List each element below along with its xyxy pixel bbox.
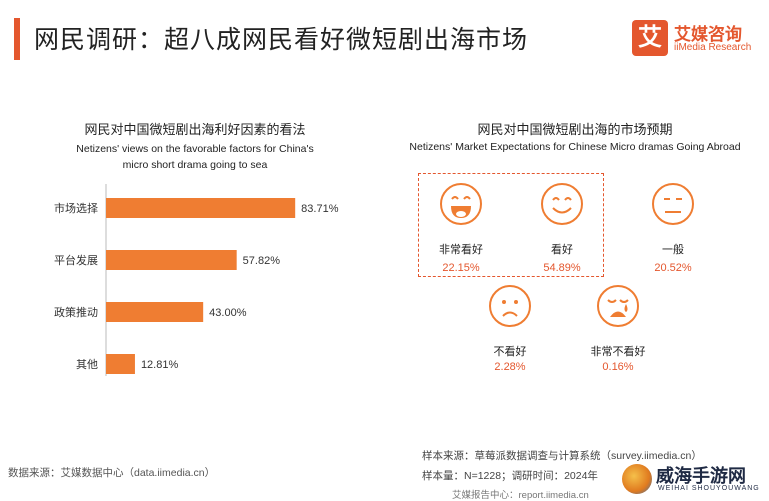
expectation-value: 0.16% (602, 361, 634, 373)
bar-chart-subtitle-line1: Netizens' views on the favorable factors… (76, 143, 314, 155)
sample-size: 样本量：N=1228；调研时间：2024年 (422, 470, 598, 482)
value-label: 83.71% (301, 203, 339, 215)
bar-chart-title: 网民对中国微短剧出海利好因素的看法 (84, 122, 306, 137)
expectation-value: 22.15% (442, 262, 480, 274)
very-happy-face-icon (440, 183, 482, 225)
happy-face-icon (541, 183, 583, 225)
watermark-logo-icon (622, 464, 652, 494)
expectation-label: 一般 (662, 244, 684, 256)
value-label: 57.82% (243, 255, 281, 267)
expectation-label: 不看好 (493, 346, 527, 358)
bar (106, 198, 296, 218)
expectation-title: 网民对中国微短剧出海的市场预期 (477, 122, 673, 137)
value-label: 12.81% (141, 359, 179, 371)
category-label: 市场选择 (54, 201, 98, 215)
sample-source: 样本来源：草莓派数据调查与计算系统（survey.iimedia.cn） (422, 450, 702, 462)
bar-chart-subtitle-line2: micro short drama going to sea (122, 159, 268, 171)
bar (106, 302, 204, 322)
watermark-name-cn: 威海手游网 (656, 466, 746, 486)
category-label: 政策推动 (54, 305, 98, 319)
category-label: 其他 (76, 358, 98, 371)
expectation-value: 54.89% (543, 262, 581, 274)
value-label: 43.00% (209, 307, 247, 319)
expectation-label: 看好 (551, 244, 573, 256)
logo-mark: 艾 (632, 20, 668, 56)
sad-face-icon (489, 285, 531, 327)
bar (106, 354, 135, 374)
bar (106, 250, 237, 270)
neutral-face-icon (652, 183, 694, 225)
report-center: 艾媒报告中心：report.iimedia.cn (452, 490, 589, 501)
data-source: 数据来源：艾媒数据中心（data.iimedia.cn） (8, 467, 216, 479)
iimedia-logo: 艾 艾媒咨询 iiMedia Research (632, 20, 762, 60)
category-label: 平台发展 (54, 253, 98, 267)
logo-name-cn: 艾媒咨询 (674, 25, 742, 44)
favorable-factors-bar-chart: 市场选择 83.71% 平台发展 57.82% 政策推动 43.00% 其他 12.81% (54, 184, 339, 376)
expectation-label: 非常看好 (439, 244, 483, 256)
page-title: 网民调研：超八成网民看好微短剧出海市场 (34, 26, 529, 54)
watermark-name-en: WEIHAI SHOUYOUWANG (658, 485, 760, 492)
logo-name-en: iiMedia Research (674, 42, 752, 53)
expectation-label: 非常不看好 (590, 346, 646, 358)
expectation-value: 20.52% (654, 262, 692, 274)
expectation-subtitle: Netizens' Market Expectations for Chines… (409, 141, 741, 153)
positive-expectation-highlight (418, 173, 604, 277)
crying-face-icon (597, 285, 639, 327)
site-watermark: 威海手游网 WEIHAI SHOUYOUWANG (622, 462, 764, 498)
bar-chart-subtitle: Netizens' views on the favorable factors… (30, 141, 360, 173)
title-accent-bar (14, 18, 20, 60)
expectation-value: 2.28% (494, 361, 526, 373)
